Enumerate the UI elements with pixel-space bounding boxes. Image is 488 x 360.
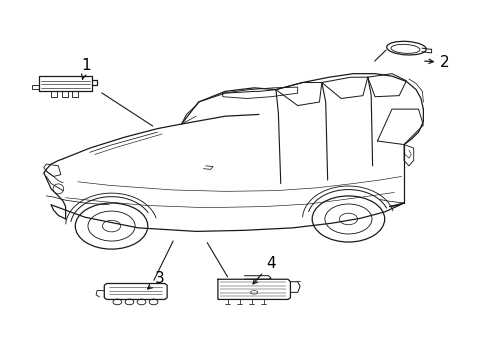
- Text: 3: 3: [147, 271, 164, 289]
- Text: 2: 2: [424, 55, 449, 70]
- Text: 4: 4: [252, 256, 275, 284]
- Text: 1: 1: [81, 58, 91, 79]
